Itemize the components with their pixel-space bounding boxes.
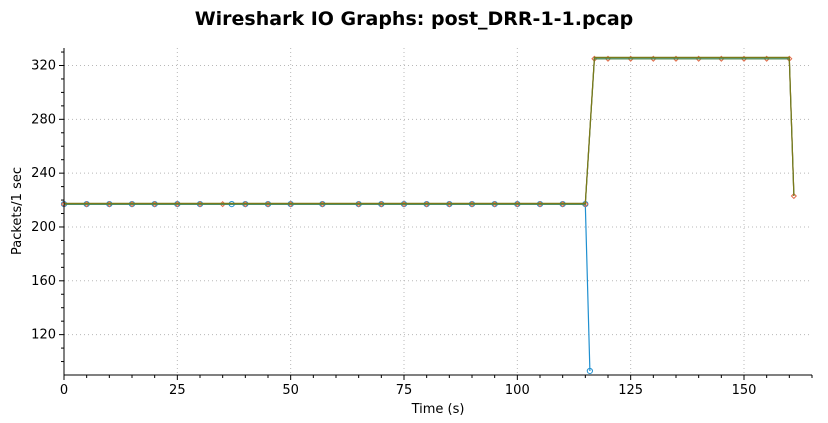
x-tick-label: 25 <box>169 383 186 398</box>
data-point <box>790 192 797 200</box>
series-2 <box>60 55 797 208</box>
x-tick-label: 0 <box>60 383 68 398</box>
grid <box>64 48 812 375</box>
series-line <box>64 58 795 205</box>
x-tick-label: 75 <box>396 383 413 398</box>
axes: 0 25 50 75 100 125 150 120 160 200 240 280 320 <box>31 48 813 398</box>
y-tick-label: 120 <box>31 328 56 343</box>
y-tick-label: 320 <box>31 58 56 73</box>
series-3 <box>64 58 795 205</box>
series-4 <box>64 56 795 204</box>
y-tick-label: 160 <box>31 274 56 289</box>
series-layer <box>60 55 797 375</box>
y-tick-label: 280 <box>31 112 56 127</box>
x-tick-label: 100 <box>505 383 530 398</box>
data-point <box>586 367 593 375</box>
series-line <box>64 58 795 205</box>
series-line <box>64 203 591 372</box>
series-line <box>64 56 795 204</box>
x-tick-label: 125 <box>618 383 643 398</box>
x-tick-label: 150 <box>732 383 757 398</box>
chart-title: Wireshark IO Graphs: post_DRR-1-1.pcap <box>195 8 634 30</box>
y-axis-label: Packets/1 sec <box>10 167 25 255</box>
y-tick-label: 240 <box>31 166 56 181</box>
x-tick-label: 50 <box>282 383 299 398</box>
y-tick-label: 200 <box>31 220 56 235</box>
x-axis-label: Time (s) <box>411 402 465 417</box>
